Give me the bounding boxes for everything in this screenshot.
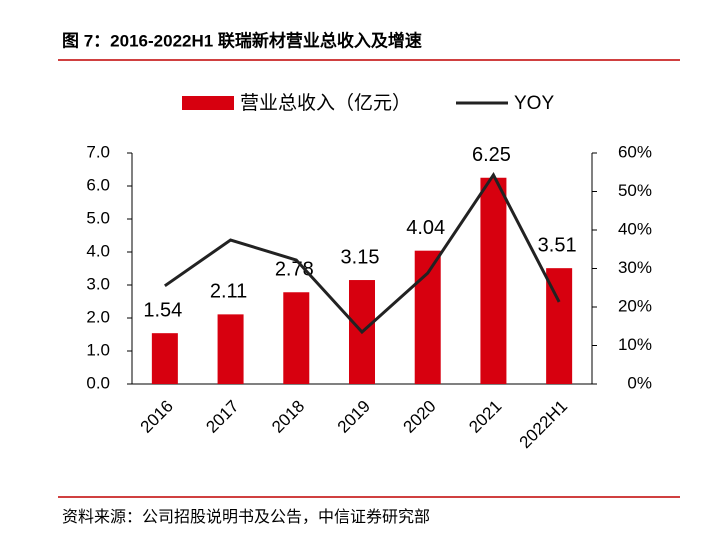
y2-tick-label: 0%: [627, 373, 652, 392]
x-tick-label: 2019: [334, 397, 374, 437]
y-tick-label: 3.0: [86, 274, 110, 293]
x-tick-label: 2016: [137, 397, 177, 437]
value-label: 3.15: [341, 246, 380, 268]
y2-tick-label: 50%: [618, 181, 652, 200]
y-tick-label: 6.0: [86, 175, 110, 194]
bar: [151, 333, 178, 384]
y-tick-label: 7.0: [86, 142, 110, 161]
value-label: 3.51: [538, 234, 577, 256]
bar: [283, 292, 310, 384]
legend-swatch: [182, 96, 234, 110]
value-label: 4.04: [406, 217, 445, 239]
bar: [480, 177, 507, 384]
value-label: 6.25: [472, 144, 511, 166]
y-tick-label: 2.0: [86, 307, 110, 326]
value-label: 2.78: [275, 259, 314, 281]
value-label: 1.54: [143, 299, 182, 321]
x-tick-label: 2017: [202, 397, 242, 437]
x-tick-label: 2021: [465, 397, 505, 437]
legend-label: 营业总收入（亿元）: [240, 92, 411, 114]
y2-tick-label: 10%: [618, 335, 652, 354]
value-label: 2.11: [210, 281, 247, 303]
x-tick-label: 2022H1: [516, 397, 572, 453]
bar: [217, 314, 244, 384]
y2-tick-label: 30%: [618, 258, 652, 277]
y2-tick-label: 60%: [618, 142, 652, 161]
yoy-line: [163, 172, 561, 335]
x-tick-label: 2018: [268, 397, 308, 437]
y2-tick-label: 20%: [618, 296, 652, 315]
y-tick-label: 5.0: [86, 208, 110, 227]
source-note: 资料来源：公司招股说明书及公告，中信证券研究部: [62, 508, 430, 526]
chart-title: 图 7：2016-2022H1 联瑞新材营业总收入及增速: [62, 30, 422, 50]
y-tick-label: 0.0: [86, 373, 110, 392]
y-tick-label: 1.0: [86, 340, 110, 359]
y2-tick-label: 40%: [618, 219, 652, 238]
legend-label: YOY: [514, 93, 554, 114]
x-tick-label: 2020: [400, 397, 440, 437]
y-tick-label: 4.0: [86, 241, 110, 260]
